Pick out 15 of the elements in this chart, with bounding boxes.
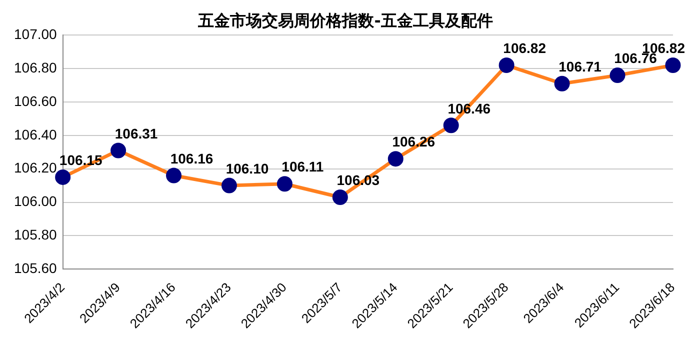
- y-tick-label: 107.00: [14, 26, 58, 42]
- y-tick-label: 105.80: [14, 226, 58, 243]
- data-label: 106.10: [226, 160, 269, 176]
- y-tick-label: 106.40: [14, 126, 58, 142]
- y-tick-label: 106.00: [14, 193, 58, 210]
- chart-title: 五金市场交易周价格指数-五金工具及配件: [197, 10, 493, 30]
- data-label: 106.11: [282, 158, 324, 175]
- y-tick-label: 106.80: [14, 59, 58, 76]
- data-label: 106.31: [114, 125, 158, 142]
- data-label: 106.71: [558, 58, 602, 75]
- y-tick-label: 106.20: [14, 160, 58, 176]
- data-label: 106.16: [170, 150, 214, 166]
- y-tick-label: 106.60: [14, 92, 58, 109]
- data-label: 106.82: [503, 40, 546, 56]
- y-tick-label: 105.60: [14, 260, 58, 276]
